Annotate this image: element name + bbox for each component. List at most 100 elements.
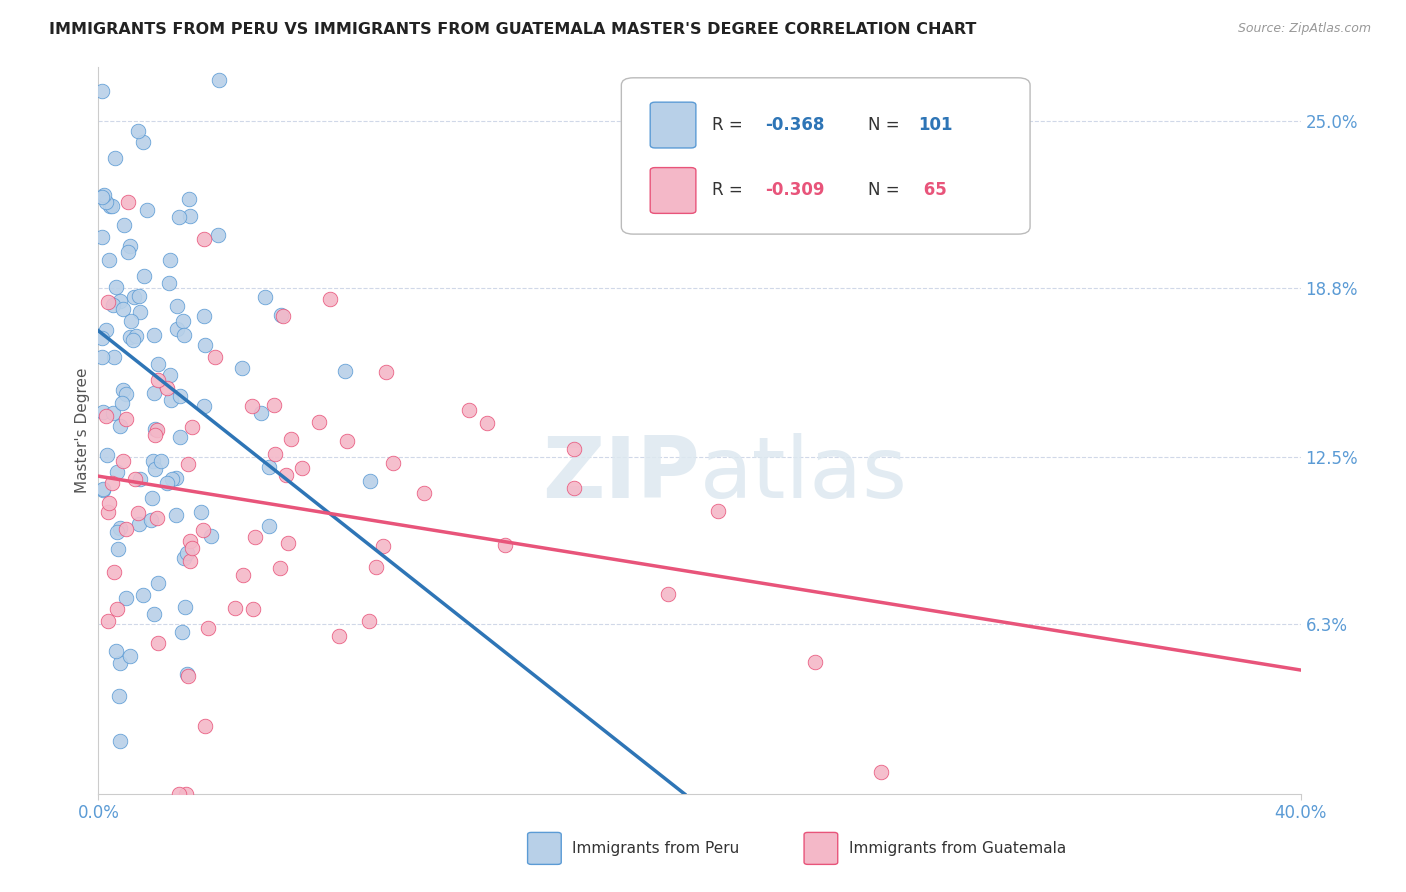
Point xyxy=(165,508,187,522)
Point xyxy=(280,432,302,446)
Point xyxy=(127,506,149,520)
Point xyxy=(257,460,280,475)
Point xyxy=(111,454,134,468)
Point xyxy=(240,399,263,413)
Point xyxy=(128,517,150,532)
Point xyxy=(172,314,194,328)
Text: -0.309: -0.309 xyxy=(766,181,825,200)
Point xyxy=(128,289,150,303)
Point xyxy=(148,357,170,371)
Text: ZIP: ZIP xyxy=(541,433,700,516)
Point xyxy=(90,190,112,204)
Y-axis label: Master's Degree: Master's Degree xyxy=(75,368,90,493)
Point xyxy=(194,337,217,351)
Point xyxy=(122,290,145,304)
Point xyxy=(118,330,141,344)
Point xyxy=(148,372,170,386)
Point xyxy=(91,404,114,418)
Point xyxy=(101,475,124,490)
Point xyxy=(156,476,179,491)
Point xyxy=(176,457,198,471)
Point xyxy=(98,252,121,267)
Point xyxy=(336,434,359,448)
Text: atlas: atlas xyxy=(700,433,907,516)
Point xyxy=(804,655,827,669)
Point xyxy=(257,519,280,533)
Point xyxy=(146,511,169,525)
Point xyxy=(143,462,166,476)
Point xyxy=(90,84,112,98)
Point xyxy=(194,719,217,733)
Point xyxy=(143,422,166,436)
Point xyxy=(173,550,195,565)
Point xyxy=(141,491,163,505)
Point xyxy=(179,554,201,568)
Point xyxy=(176,666,198,681)
Point xyxy=(243,530,266,544)
Point xyxy=(101,298,124,312)
Point xyxy=(114,591,136,605)
Point xyxy=(142,328,165,343)
Point xyxy=(197,621,219,635)
Point xyxy=(657,587,679,601)
Point xyxy=(174,600,197,615)
Point xyxy=(249,406,271,420)
Point xyxy=(121,333,143,347)
Point xyxy=(149,454,172,468)
Text: Immigrants from Peru: Immigrants from Peru xyxy=(572,841,740,856)
Point xyxy=(165,471,187,485)
Point xyxy=(242,602,264,616)
Point xyxy=(97,614,120,628)
Point xyxy=(382,457,405,471)
Point xyxy=(156,381,179,395)
Point xyxy=(169,787,191,801)
Text: R =: R = xyxy=(711,181,748,200)
Point xyxy=(160,472,183,486)
Point xyxy=(193,232,215,246)
Text: Source: ZipAtlas.com: Source: ZipAtlas.com xyxy=(1237,22,1371,36)
Point xyxy=(166,299,188,313)
Point xyxy=(179,209,201,223)
Point xyxy=(105,601,128,615)
Point xyxy=(190,505,212,519)
Point xyxy=(319,292,342,306)
Point xyxy=(157,276,180,290)
Point xyxy=(193,309,215,323)
Text: IMMIGRANTS FROM PERU VS IMMIGRANTS FROM GUATEMALA MASTER'S DEGREE CORRELATION CH: IMMIGRANTS FROM PERU VS IMMIGRANTS FROM … xyxy=(49,22,977,37)
Point xyxy=(181,541,204,555)
Point xyxy=(145,424,167,438)
Point xyxy=(104,279,127,293)
Point xyxy=(141,512,163,526)
Point xyxy=(134,268,156,283)
Text: R =: R = xyxy=(711,116,748,134)
FancyBboxPatch shape xyxy=(804,832,838,864)
Point xyxy=(91,483,114,497)
Point xyxy=(115,523,138,537)
Point xyxy=(177,669,200,683)
Point xyxy=(118,239,141,253)
Point xyxy=(328,629,350,643)
Point xyxy=(93,188,115,202)
Point xyxy=(107,541,129,556)
Point xyxy=(308,416,330,430)
Point xyxy=(231,360,253,375)
Point xyxy=(200,529,222,543)
Point xyxy=(263,447,285,461)
Point xyxy=(128,304,150,318)
Point xyxy=(208,73,231,87)
Point xyxy=(177,192,200,206)
Point xyxy=(207,228,229,243)
Point xyxy=(477,417,499,431)
Point xyxy=(94,195,117,210)
Point xyxy=(204,351,226,365)
Point xyxy=(224,601,246,615)
Point xyxy=(97,505,120,519)
Point xyxy=(173,327,195,342)
Point xyxy=(136,202,159,217)
Point xyxy=(562,481,585,495)
Point xyxy=(91,230,114,244)
Point xyxy=(94,409,117,424)
Point xyxy=(276,467,298,482)
Point xyxy=(108,690,131,704)
Point xyxy=(115,411,138,425)
